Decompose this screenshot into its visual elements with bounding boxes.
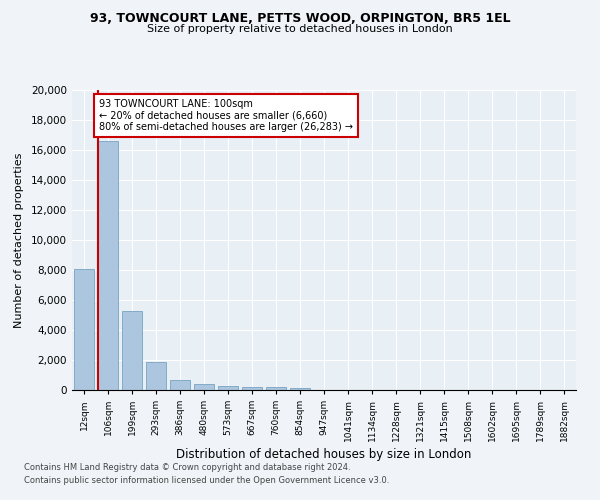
Text: Size of property relative to detached houses in London: Size of property relative to detached ho… bbox=[147, 24, 453, 34]
Text: Contains public sector information licensed under the Open Government Licence v3: Contains public sector information licen… bbox=[24, 476, 389, 485]
Bar bbox=[122, 310, 142, 390]
Bar bbox=[218, 386, 238, 390]
Y-axis label: Number of detached properties: Number of detached properties bbox=[14, 152, 24, 328]
Bar bbox=[290, 388, 310, 390]
Bar bbox=[74, 268, 94, 390]
Bar bbox=[98, 141, 118, 390]
Bar bbox=[194, 384, 214, 390]
Bar bbox=[170, 380, 190, 390]
Text: Contains HM Land Registry data © Crown copyright and database right 2024.: Contains HM Land Registry data © Crown c… bbox=[24, 464, 350, 472]
Text: 93, TOWNCOURT LANE, PETTS WOOD, ORPINGTON, BR5 1EL: 93, TOWNCOURT LANE, PETTS WOOD, ORPINGTO… bbox=[89, 12, 511, 26]
Bar bbox=[146, 362, 166, 390]
X-axis label: Distribution of detached houses by size in London: Distribution of detached houses by size … bbox=[176, 448, 472, 461]
Bar bbox=[266, 387, 286, 390]
Bar bbox=[242, 386, 262, 390]
Text: 93 TOWNCOURT LANE: 100sqm
← 20% of detached houses are smaller (6,660)
80% of se: 93 TOWNCOURT LANE: 100sqm ← 20% of detac… bbox=[99, 99, 353, 132]
